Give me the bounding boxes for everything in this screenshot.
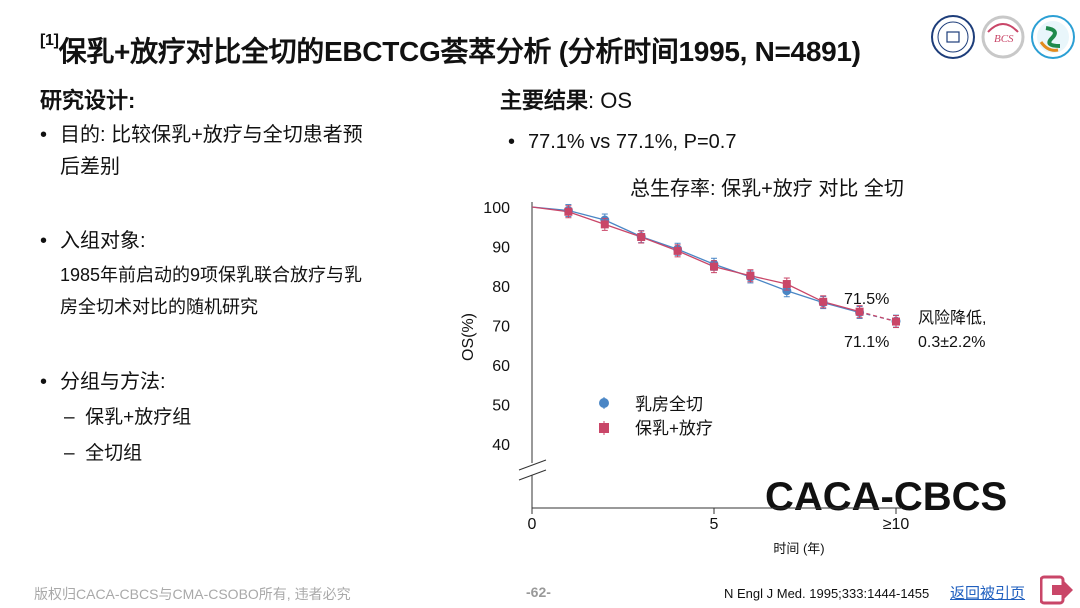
dash-icon: – [64, 407, 75, 428]
annotation-top: 71.5% [844, 291, 889, 308]
bullet-dot-icon: • [40, 230, 48, 252]
page-number: -62- [526, 584, 551, 600]
data-point [637, 233, 646, 242]
axis-break-mark [518, 459, 547, 471]
x-axis-label: 时间 (年) [773, 541, 824, 556]
series-line [531, 206, 860, 314]
data-point [782, 286, 792, 296]
annotation-note2: 0.3±2.2% [918, 334, 986, 351]
title-reference-marker: [1] [40, 32, 59, 49]
y-tick-label: 50 [492, 398, 510, 415]
title-text: 保乳+放疗对比全切的EBCTCG荟萃分析 (分析时间1995, N=4891) [58, 36, 861, 67]
y-axis-label: OS(%) [460, 313, 477, 361]
bullet-dot-icon: • [40, 124, 48, 146]
series-line [531, 206, 860, 313]
results-heading: 主要结果: OS [500, 83, 632, 115]
bullet-dot-icon: • [40, 371, 48, 393]
legend-label-bcs-rt: 保乳+放疗 [635, 419, 713, 438]
population-heading: 入组对象: [60, 230, 146, 252]
group-bcs-rt: 保乳+放疗组 [85, 407, 192, 428]
data-point [673, 246, 682, 255]
population-line-1: 1985年前启动的9项保乳联合放疗与乳 [60, 265, 363, 285]
reference-citation: N Engl J Med. 1995;333:1444-1455 [724, 586, 930, 601]
aim-text: 目的: 比较保乳+放疗与全切患者预 [60, 124, 363, 146]
axis-break-mark [518, 469, 547, 481]
results-heading-rest: : OS [588, 88, 633, 113]
results-heading-label: 主要结果 [500, 88, 589, 113]
y-tick-label: 40 [492, 437, 510, 454]
chart-watermark: CACA-CBCS [765, 475, 1007, 519]
back-link[interactable]: 返回被引页 [950, 585, 1026, 602]
x-tick-label: 0 [528, 516, 537, 533]
data-point [819, 297, 828, 306]
annotation-note1: 风险降低, [918, 309, 986, 327]
methods-list: – 保乳+放疗组 – 全切组 [64, 400, 191, 472]
back-arrow-button[interactable] [1040, 574, 1074, 606]
population-line-2: 房全切术对比的随机研究 [60, 297, 258, 317]
data-point [710, 262, 718, 271]
bcs-logo-icon: BCS [981, 15, 1025, 59]
y-tick-label: 60 [492, 358, 510, 375]
os-chart: CACA-CBCS 总生存率: 保乳+放疗 对比 全切 405060708090… [460, 177, 1007, 556]
legend-label-mastectomy: 乳房全切 [635, 395, 703, 414]
bullet-dot-icon: • [508, 131, 516, 153]
data-point [746, 271, 755, 280]
legend: 乳房全切 保乳+放疗 [599, 395, 713, 438]
data-point [564, 207, 573, 216]
data-point [782, 280, 791, 289]
chart-title: 总生存率: 保乳+放疗 对比 全切 [630, 177, 904, 200]
study-design-heading: 研究设计: [40, 88, 136, 113]
x-tick-label: 5 [710, 516, 719, 533]
data-point [892, 317, 900, 326]
y-tick-label: 100 [483, 200, 510, 217]
annotation-bottom: 71.1% [844, 334, 889, 351]
data-point [855, 307, 864, 316]
bullet-methods: • 分组与方法: [40, 366, 166, 398]
bullet-result: • 77.1% vs 77.1%, P=0.7 [508, 126, 736, 158]
aim-text-cont: 后差别 [60, 156, 120, 178]
methods-heading: 分组与方法: [60, 371, 166, 393]
data-point [600, 220, 609, 229]
group-mastectomy: 全切组 [85, 443, 143, 464]
y-tick-label: 90 [492, 240, 510, 257]
university-seal-icon [931, 15, 975, 59]
y-tick-label: 70 [492, 319, 510, 336]
legend-swatch-mastectomy [599, 398, 609, 408]
cbcs-logo-icon [1031, 15, 1075, 59]
back-arrow-icon [1052, 579, 1073, 601]
dash-icon: – [64, 443, 75, 464]
logos: BCS [931, 15, 1075, 59]
population-detail: 1985年前启动的9项保乳联合放疗与乳 房全切术对比的随机研究 [60, 259, 362, 323]
result-text: 77.1% vs 77.1%, P=0.7 [528, 131, 737, 153]
copyright-notice: 版权归CACA-CBCS与CMA-CSOBO所有, 违者必究 [34, 586, 351, 602]
slide-title: [1]保乳+放疗对比全切的EBCTCG荟萃分析 (分析时间1995, N=489… [40, 30, 861, 70]
y-tick-label: 80 [492, 279, 510, 296]
svg-text:BCS: BCS [994, 33, 1014, 45]
bullet-population: • 入组对象: [40, 225, 146, 257]
legend-swatch-bcs-rt [599, 423, 609, 433]
series-line-dashed [859, 311, 897, 322]
series-line-dashed [859, 311, 897, 323]
bullet-aim: • 目的: 比较保乳+放疗与全切患者预 后差别 [40, 119, 363, 183]
x-tick-label: ≥10 [883, 516, 910, 533]
